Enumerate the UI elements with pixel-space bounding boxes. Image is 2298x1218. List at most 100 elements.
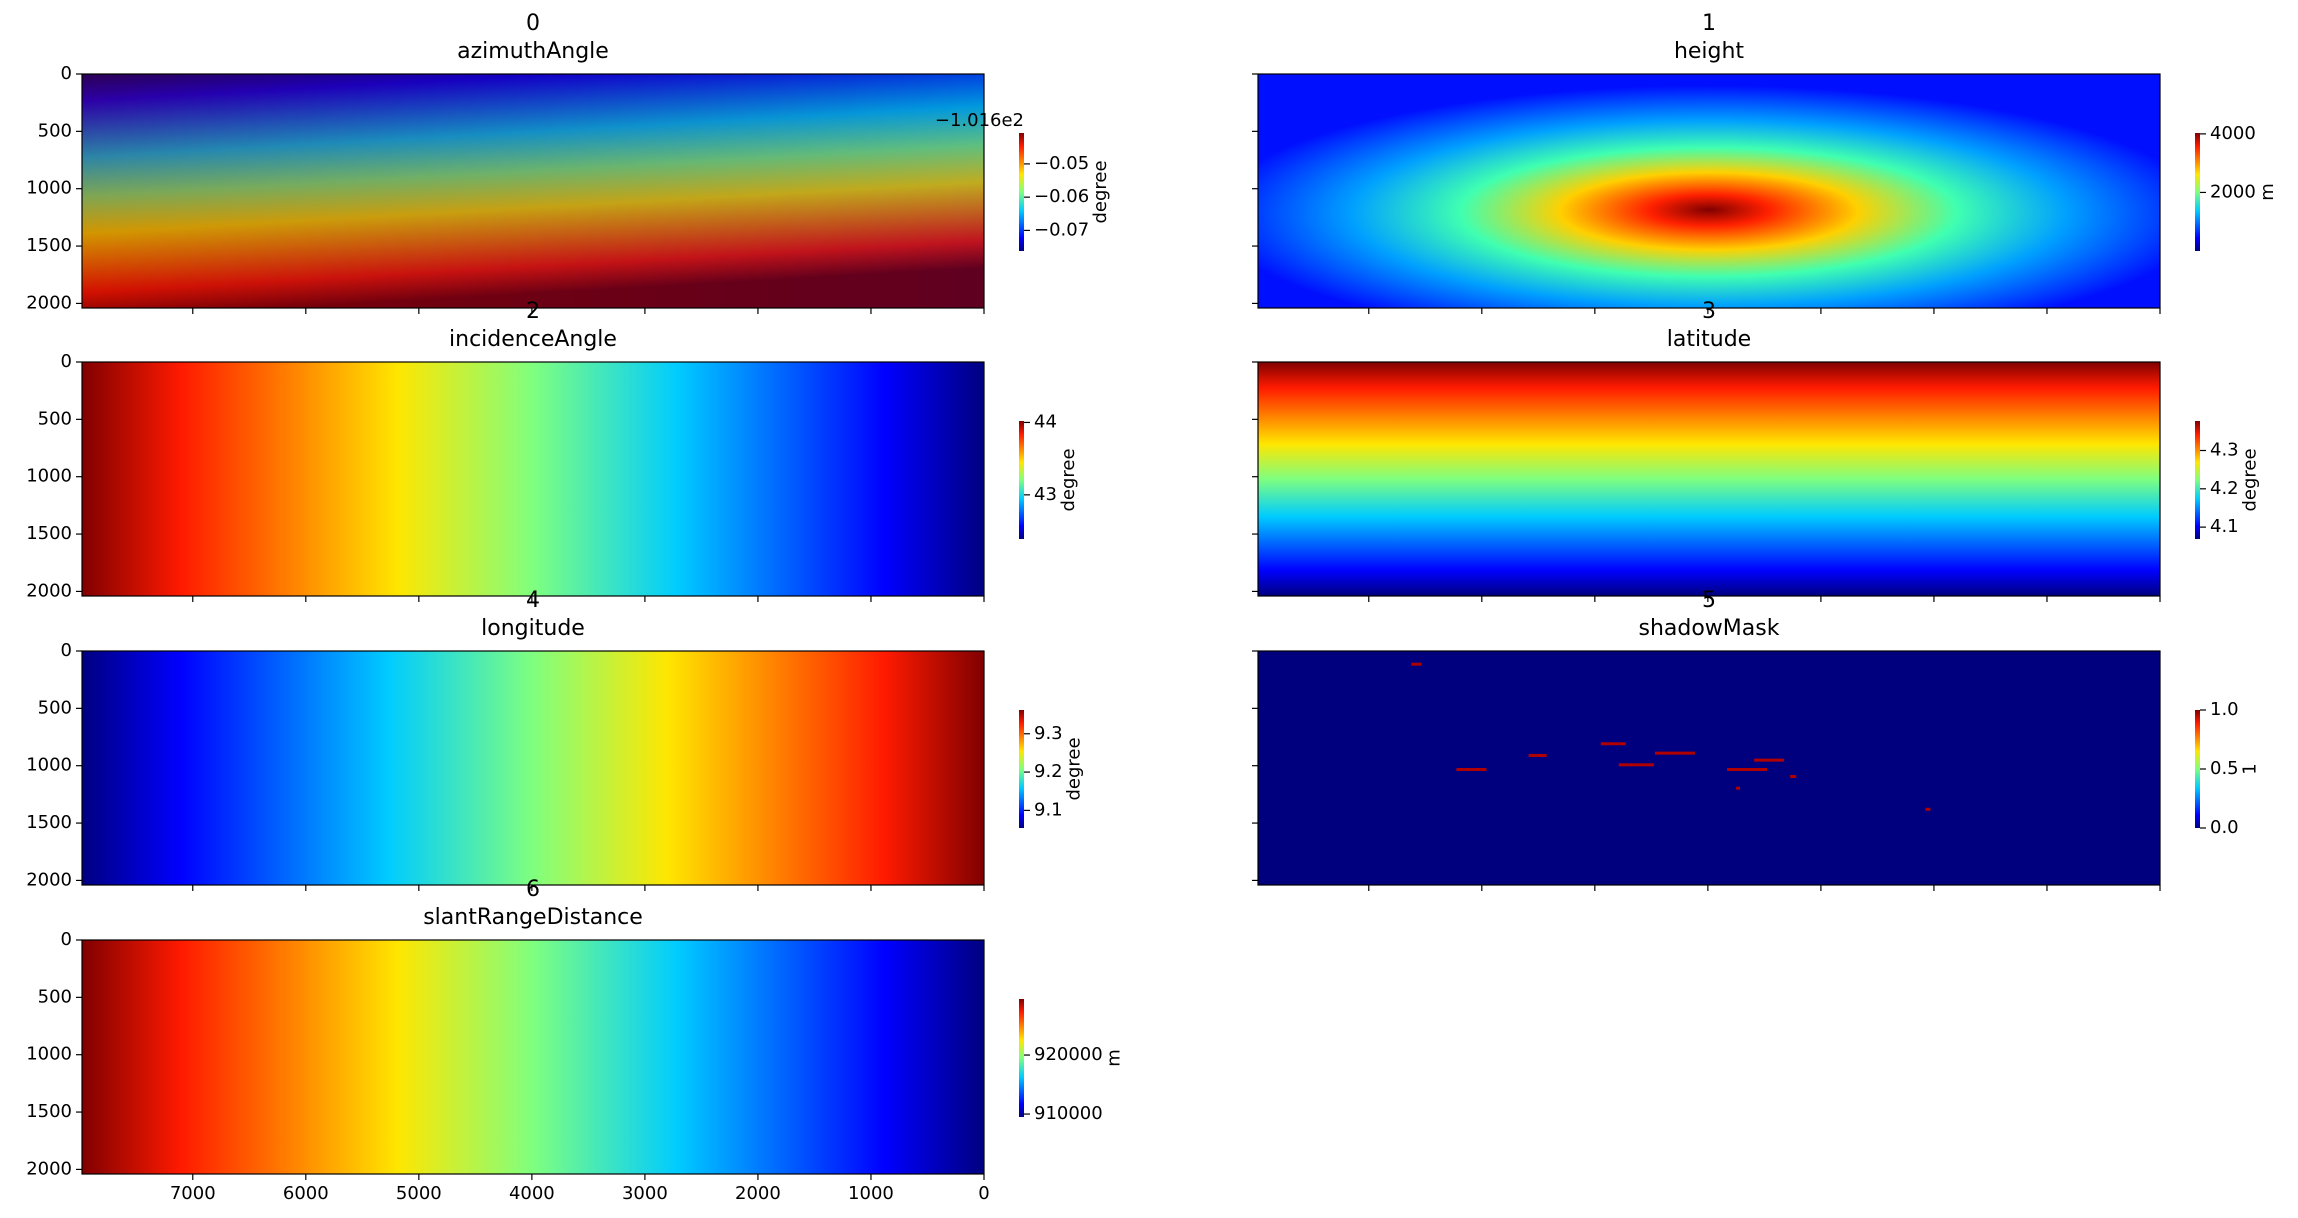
y-tick-label: 0 bbox=[61, 929, 72, 950]
x-tick-label: 2000 bbox=[735, 1183, 781, 1204]
colorbar-tick-label: 4.3 bbox=[2210, 440, 2239, 461]
shadow-pixels bbox=[1411, 662, 1422, 666]
colorbar-label: degree bbox=[1064, 737, 1085, 800]
colorbar-tick-label: 4000 bbox=[2210, 123, 2256, 144]
heatmap-image bbox=[1258, 651, 2160, 885]
colorbar-label: 1 bbox=[2240, 763, 2261, 774]
shadow-pixels bbox=[1528, 753, 1547, 757]
colorbar bbox=[2195, 133, 2200, 251]
shadow-pixels bbox=[1654, 751, 1695, 755]
colorbar-tick-label: 0.5 bbox=[2210, 758, 2239, 779]
y-tick-label: 0 bbox=[61, 640, 72, 661]
colorbar bbox=[2195, 710, 2200, 828]
panel-number: 1 bbox=[1702, 11, 1716, 36]
y-tick-label: 1500 bbox=[26, 812, 72, 833]
colorbar bbox=[1019, 710, 1024, 828]
colorbar-tick-label: 44 bbox=[1034, 411, 1057, 432]
colorbar-tick-label: 4.2 bbox=[2210, 478, 2239, 499]
panel-number: 2 bbox=[526, 299, 540, 324]
axes-frame bbox=[1257, 361, 2161, 597]
colorbar-tick-label: −0.05 bbox=[1034, 153, 1089, 174]
panel-number: 0 bbox=[526, 11, 540, 36]
panel-number: 4 bbox=[526, 588, 540, 613]
colorbar-label: m bbox=[1104, 1049, 1125, 1067]
colorbar bbox=[1019, 421, 1024, 539]
y-tick-label: 2000 bbox=[26, 292, 72, 313]
heatmap-shade bbox=[82, 74, 984, 308]
y-tick-label: 2000 bbox=[26, 580, 72, 601]
colorbar-tick-label: 9.1 bbox=[1034, 799, 1063, 820]
shadow-pixels bbox=[1727, 768, 1768, 771]
shadow-pixels bbox=[1790, 775, 1797, 779]
y-tick-label: 1000 bbox=[26, 1044, 72, 1065]
shadow-pixels bbox=[1600, 742, 1626, 746]
panel-title: slantRangeDistance bbox=[423, 905, 643, 930]
shadow-pixels bbox=[1618, 763, 1654, 767]
colorbar-tick-label: 9.2 bbox=[1034, 761, 1063, 782]
panel-title: shadowMask bbox=[1639, 616, 1780, 641]
shadow-pixels bbox=[1736, 786, 1741, 790]
y-tick-label: 2000 bbox=[26, 869, 72, 890]
heatmap-image bbox=[1258, 362, 2160, 596]
y-tick-label: 1000 bbox=[26, 178, 72, 199]
axes-frame bbox=[81, 939, 985, 1175]
colorbar-tick-label: 4.1 bbox=[2210, 516, 2239, 537]
colorbar-tick-label: 9.3 bbox=[1034, 723, 1063, 744]
panel-number: 3 bbox=[1702, 299, 1716, 324]
y-tick-label: 2000 bbox=[26, 1158, 72, 1179]
x-tick-label: 4000 bbox=[509, 1183, 555, 1204]
shadow-pixels bbox=[1456, 768, 1487, 771]
colorbar-tick-label: 920000 bbox=[1034, 1044, 1103, 1065]
y-tick-label: 1000 bbox=[26, 755, 72, 776]
y-tick-label: 1500 bbox=[26, 523, 72, 544]
shadow-pixels bbox=[1925, 807, 1931, 811]
y-tick-label: 500 bbox=[38, 697, 72, 718]
y-tick-label: 1500 bbox=[26, 235, 72, 256]
axes-frame bbox=[81, 73, 985, 309]
x-tick-label: 5000 bbox=[396, 1183, 442, 1204]
y-tick-label: 1500 bbox=[26, 1101, 72, 1122]
colorbar bbox=[2195, 421, 2200, 539]
colorbar-label: m bbox=[2257, 183, 2278, 201]
colorbar-label: degree bbox=[1090, 160, 1111, 223]
axes-frame bbox=[81, 361, 985, 597]
colorbar-tick-label: 1.0 bbox=[2210, 699, 2239, 720]
colorbar-label: degree bbox=[2240, 448, 2261, 511]
panel-title: azimuthAngle bbox=[457, 39, 609, 64]
colorbar-label: degree bbox=[1058, 448, 1079, 511]
colorbar-tick-label: 2000 bbox=[2210, 181, 2256, 202]
y-tick-label: 0 bbox=[61, 351, 72, 372]
x-tick-label: 1000 bbox=[848, 1183, 894, 1204]
colorbar-tick-label: −0.06 bbox=[1034, 186, 1089, 207]
panel-number: 6 bbox=[526, 877, 540, 902]
axes-frame bbox=[1257, 73, 2161, 309]
colorbar-tick-label: −0.07 bbox=[1034, 219, 1089, 240]
x-tick-label: 6000 bbox=[283, 1183, 329, 1204]
heatmap-image bbox=[1258, 74, 2160, 308]
x-tick-label: 0 bbox=[978, 1183, 989, 1204]
colorbar-tick-label: 910000 bbox=[1034, 1103, 1103, 1124]
panel-number: 5 bbox=[1702, 588, 1716, 613]
x-tick-label: 7000 bbox=[170, 1183, 216, 1204]
axes-frame bbox=[1257, 650, 2161, 886]
y-tick-label: 500 bbox=[38, 408, 72, 429]
panel-title: height bbox=[1674, 39, 1744, 64]
panel-title: latitude bbox=[1667, 327, 1751, 352]
axes-frame bbox=[81, 650, 985, 886]
heatmap-image bbox=[82, 940, 984, 1174]
y-tick-label: 0 bbox=[61, 63, 72, 84]
colorbar bbox=[1019, 999, 1024, 1117]
y-tick-label: 500 bbox=[38, 120, 72, 141]
x-tick-label: 3000 bbox=[622, 1183, 668, 1204]
panel-title: incidenceAngle bbox=[449, 327, 617, 352]
colorbar-tick-label: 0.0 bbox=[2210, 817, 2239, 838]
offset-text: −1.016e2 bbox=[935, 110, 1024, 131]
heatmap-image bbox=[82, 651, 984, 885]
colorbar-tick-label: 43 bbox=[1034, 484, 1057, 505]
y-tick-label: 500 bbox=[38, 986, 72, 1007]
colorbar bbox=[1019, 133, 1024, 251]
y-tick-label: 1000 bbox=[26, 466, 72, 487]
panel-title: longitude bbox=[481, 616, 585, 641]
shadow-pixels bbox=[1754, 758, 1785, 762]
